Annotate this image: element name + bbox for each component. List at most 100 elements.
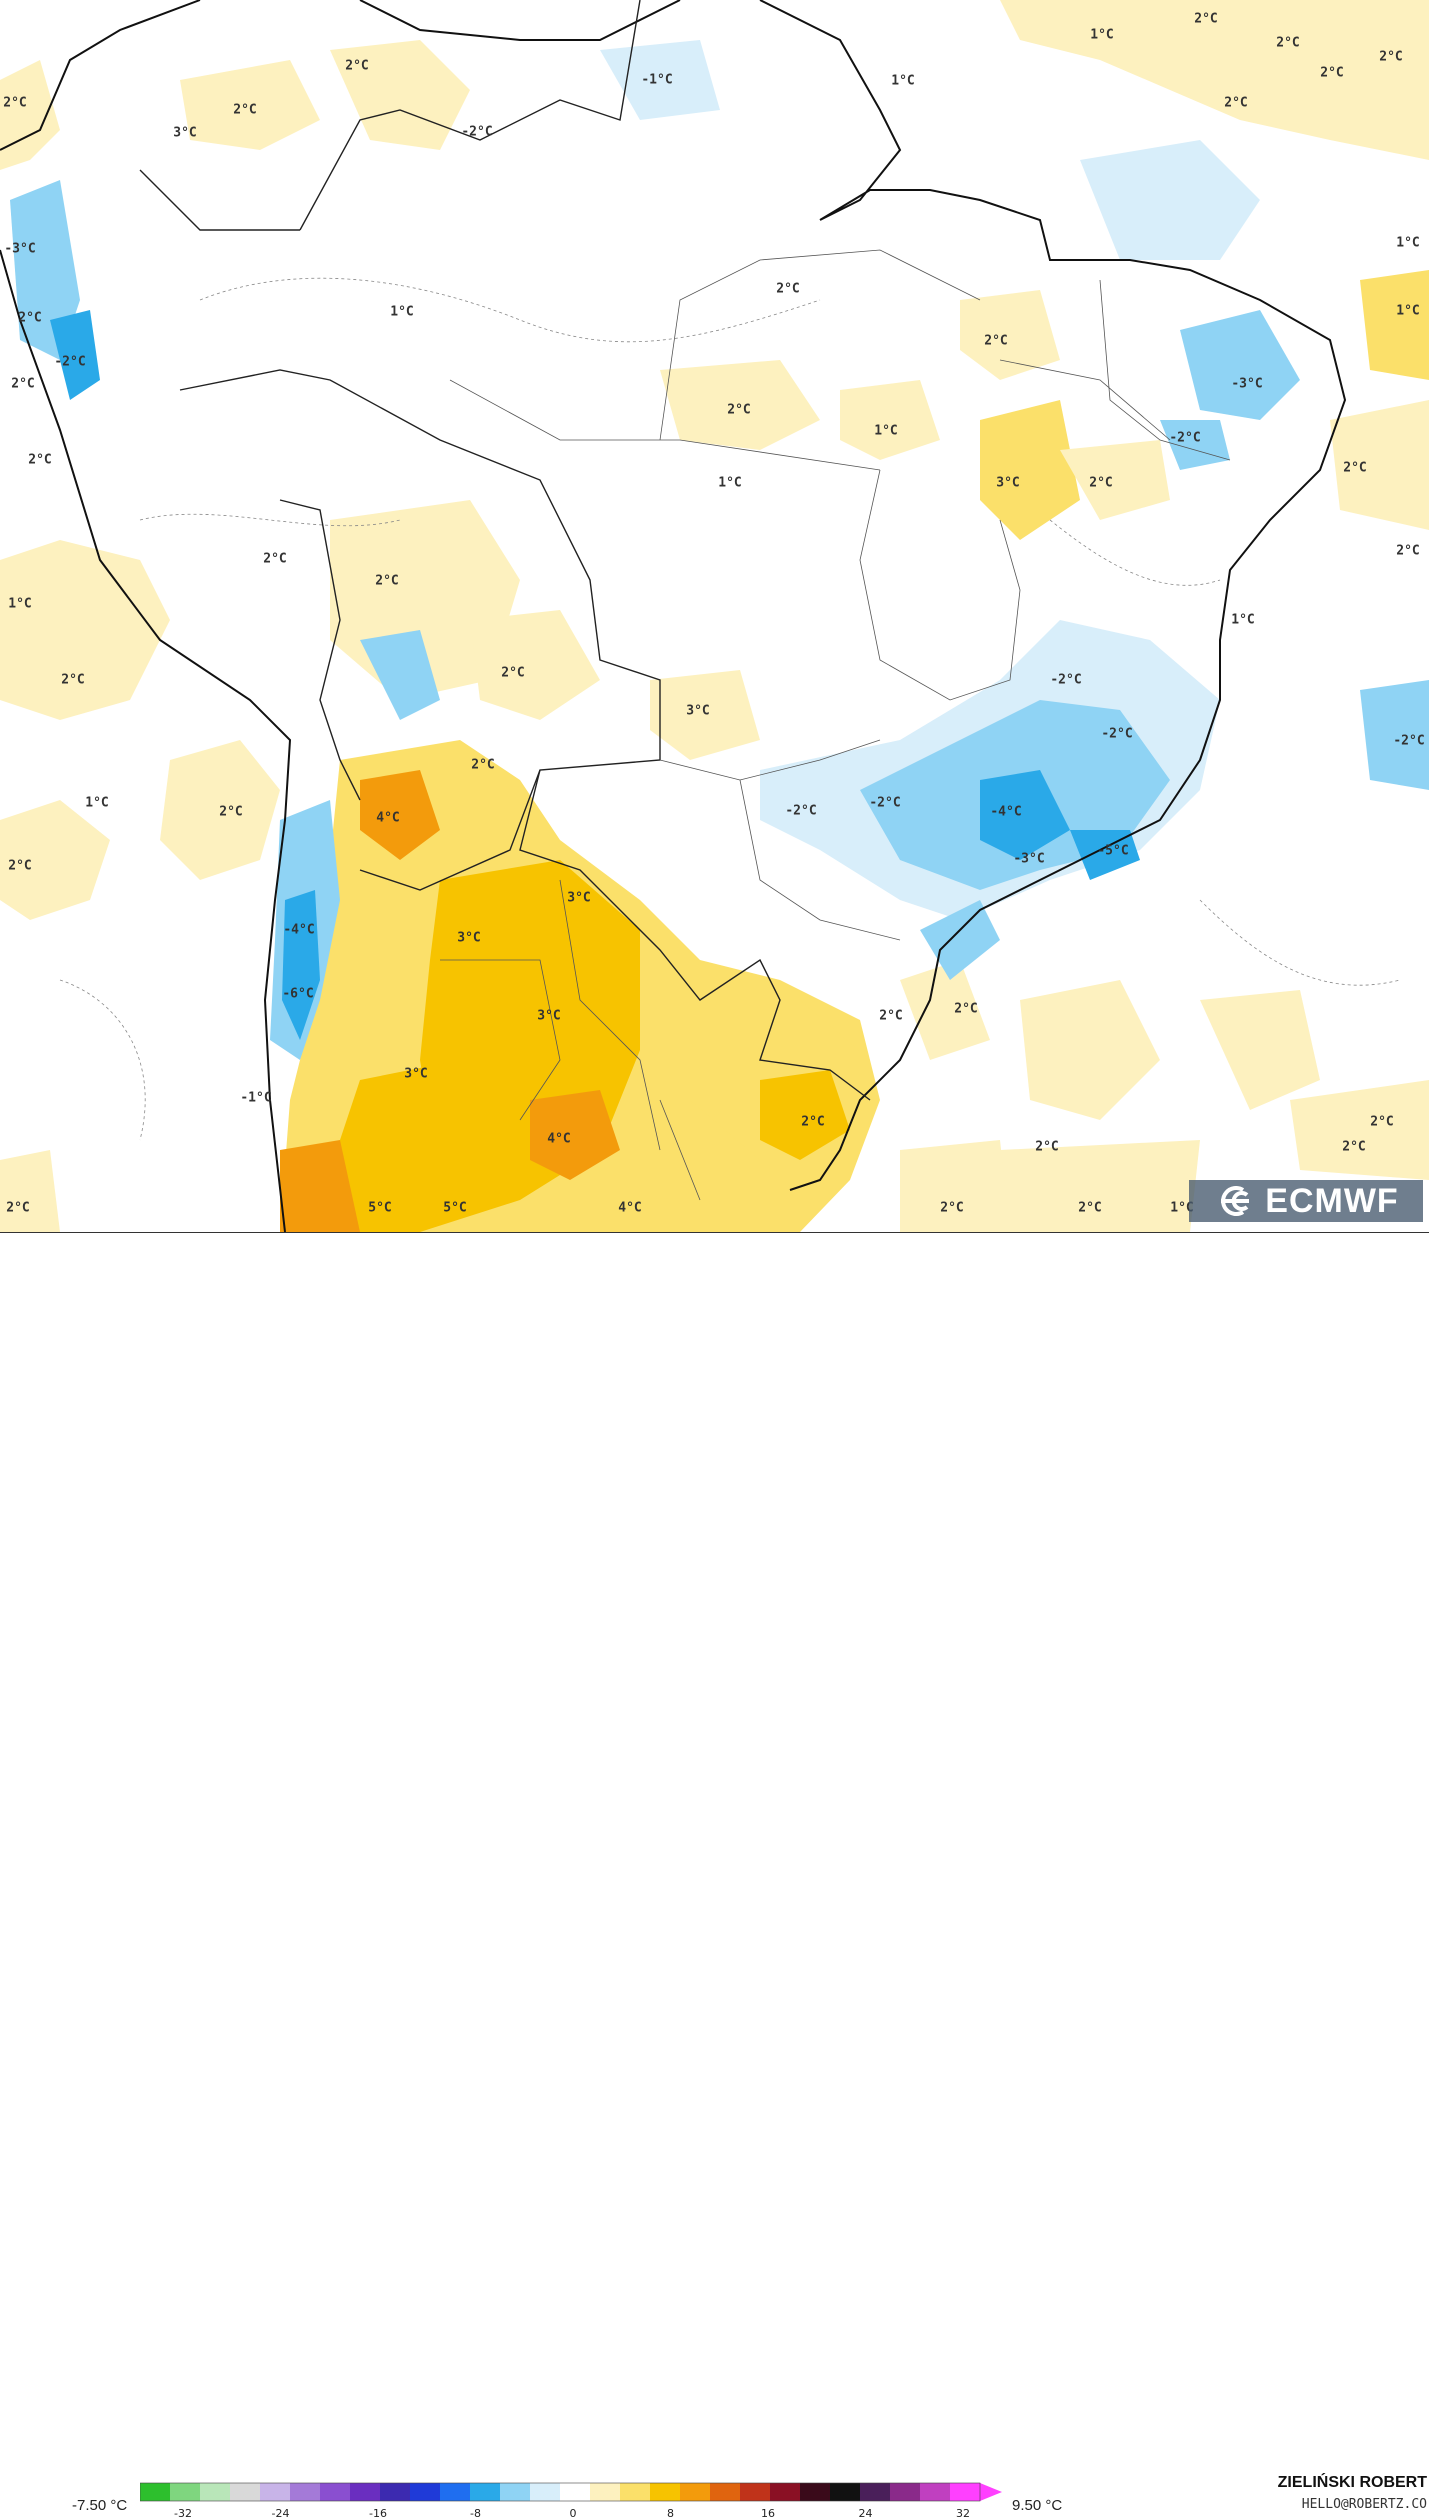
temperature-label: 3°C [537, 1008, 561, 1024]
temperature-label: 2°C [801, 1114, 825, 1130]
temperature-label: 2°C [219, 804, 243, 820]
southern-warm-region [280, 740, 880, 1232]
temperature-label: -3°C [4, 241, 36, 257]
temperature-label: 2°C [1370, 1114, 1394, 1130]
temperature-label: 1°C [874, 423, 898, 439]
ecmwf-logo-icon [1221, 1186, 1250, 1216]
ecmwf-logo: ECMWF [1189, 1180, 1423, 1222]
temperature-label: 1°C [85, 795, 109, 811]
temperature-label: 1°C [8, 596, 32, 612]
colorbar-swatch [830, 2483, 861, 2501]
temperature-label: 2°C [776, 281, 800, 297]
temperature-label: -2°C [54, 354, 86, 370]
legend-footer: -7.50 °C -32 -24 -16 -8 0 8 16 24 32 9.50 °C ZIE… [0, 1233, 1429, 2520]
temperature-label: -2°C [785, 803, 817, 819]
colorbar-swatch [170, 2483, 201, 2501]
colorbar-end-triangle [980, 2483, 1002, 2501]
colorbar-tick-label: -32 [174, 2507, 192, 2520]
temperature-label: 1°C [891, 73, 915, 89]
temperature-label: 2°C [1396, 543, 1420, 559]
colorbar-tick-label: -8 [470, 2507, 481, 2520]
temperature-label: 2°C [11, 376, 35, 392]
temperature-label: -2°C [461, 124, 493, 140]
temperature-label: 3°C [996, 475, 1020, 491]
colorbar-swatch [260, 2483, 291, 2501]
temperature-label: 1°C [718, 475, 742, 491]
temperature-label: 2°C [6, 1200, 30, 1216]
max-value-label: 9.50 °C [1012, 2497, 1063, 2514]
temperature-label: 4°C [618, 1200, 642, 1216]
min-value-label: -7.50 °C [72, 2497, 128, 2514]
temperature-label: -2°C [1169, 430, 1201, 446]
colorbar-swatch [590, 2483, 621, 2501]
temperature-label: -2°C [1050, 672, 1082, 688]
temperature-label: 2°C [1379, 49, 1403, 65]
temperature-label: 2°C [940, 1200, 964, 1216]
temperature-label: -4°C [283, 922, 315, 938]
state-borders [440, 249, 1231, 1201]
colorbar-tick-label: 0 [569, 2507, 577, 2520]
temperature-label: 2°C [501, 665, 525, 681]
colorbar-swatch [560, 2483, 591, 2501]
temperature-label: -1°C [240, 1090, 272, 1106]
temperature-label: 2°C [3, 95, 27, 111]
colorbar-swatch [530, 2483, 561, 2501]
temperature-label: -4°C [990, 804, 1022, 820]
colorbar-swatch [650, 2483, 681, 2501]
temperature-label: 2°C [8, 858, 32, 874]
colorbar-swatch [680, 2483, 711, 2501]
temperature-label: 1°C [1231, 612, 1255, 628]
colorbar-swatch [920, 2483, 951, 2501]
colorbar-swatch [380, 2483, 411, 2501]
contour-lines [59, 277, 1401, 1141]
temperature-label: 5°C [443, 1200, 467, 1216]
temperature-label: 3°C [567, 890, 591, 906]
warm-anomaly-zones [0, 0, 1429, 1232]
colorbar-swatch [950, 2483, 981, 2501]
temperature-label: 2°C [727, 402, 751, 418]
colorbar-swatch [350, 2483, 381, 2501]
temperature-label: 2°C [1089, 475, 1113, 491]
temperature-label: 3°C [457, 930, 481, 946]
temperature-label: 1°C [1170, 1200, 1194, 1216]
colorbar-tick-label: 16 [761, 2507, 775, 2520]
coastline [0, 0, 1347, 1232]
temperature-label: 2°C [345, 58, 369, 74]
temperature-label: 5°C [368, 1200, 392, 1216]
colorbar-swatch [410, 2483, 441, 2501]
colorbar-tick-label: 32 [956, 2507, 970, 2520]
temperature-label: 2°C [1035, 1139, 1059, 1155]
temperature-label: 2°C [1343, 460, 1367, 476]
colorbar-swatch [710, 2483, 741, 2501]
temperature-label: 2°C [375, 573, 399, 589]
temperature-label: 2°C [1194, 11, 1218, 27]
temperature-label: -2°C [869, 795, 901, 811]
temperature-label: 1°C [1090, 27, 1114, 43]
temperature-label: 3°C [686, 703, 710, 719]
colorbar-tick-label: -16 [369, 2507, 387, 2520]
ecmwf-logo-text: ECMWF [1265, 1181, 1399, 1220]
temperature-label: 4°C [547, 1131, 571, 1147]
colorbar-swatch [740, 2483, 771, 2501]
temperature-label: 2°C [263, 551, 287, 567]
temperature-label: 1°C [1396, 235, 1420, 251]
temperature-label: -3°C [1013, 851, 1045, 867]
author-email: HELLO@ROBERTZ.CO [1301, 2497, 1427, 2512]
temperature-anomaly-map: 1°C 2°C 2°C 2°C 2°C 2°C 2°C 2°C -1°C 1°C 2°C 3°C -2°… [0, 0, 1429, 1233]
colorbar-swatch [290, 2483, 321, 2501]
temperature-label: -1°C [641, 72, 673, 88]
temperature-label: 2°C [28, 452, 52, 468]
temperature-label: 2°C [18, 310, 42, 326]
colorbar-swatch [800, 2483, 831, 2501]
temperature-label: 3°C [404, 1066, 428, 1082]
colorbar-swatch [230, 2483, 261, 2501]
temperature-label: 1°C [1396, 303, 1420, 319]
colorbar-tick-label: 24 [858, 2507, 873, 2520]
temperature-label: 4°C [376, 810, 400, 826]
map-canvas [0, 0, 1429, 1232]
temperature-label: 2°C [471, 757, 495, 773]
author-name: ZIELIŃSKI ROBERT [1277, 2474, 1427, 2491]
temperature-label: 2°C [984, 333, 1008, 349]
temperature-label: 2°C [1078, 1200, 1102, 1216]
country-borders [139, 0, 871, 1101]
